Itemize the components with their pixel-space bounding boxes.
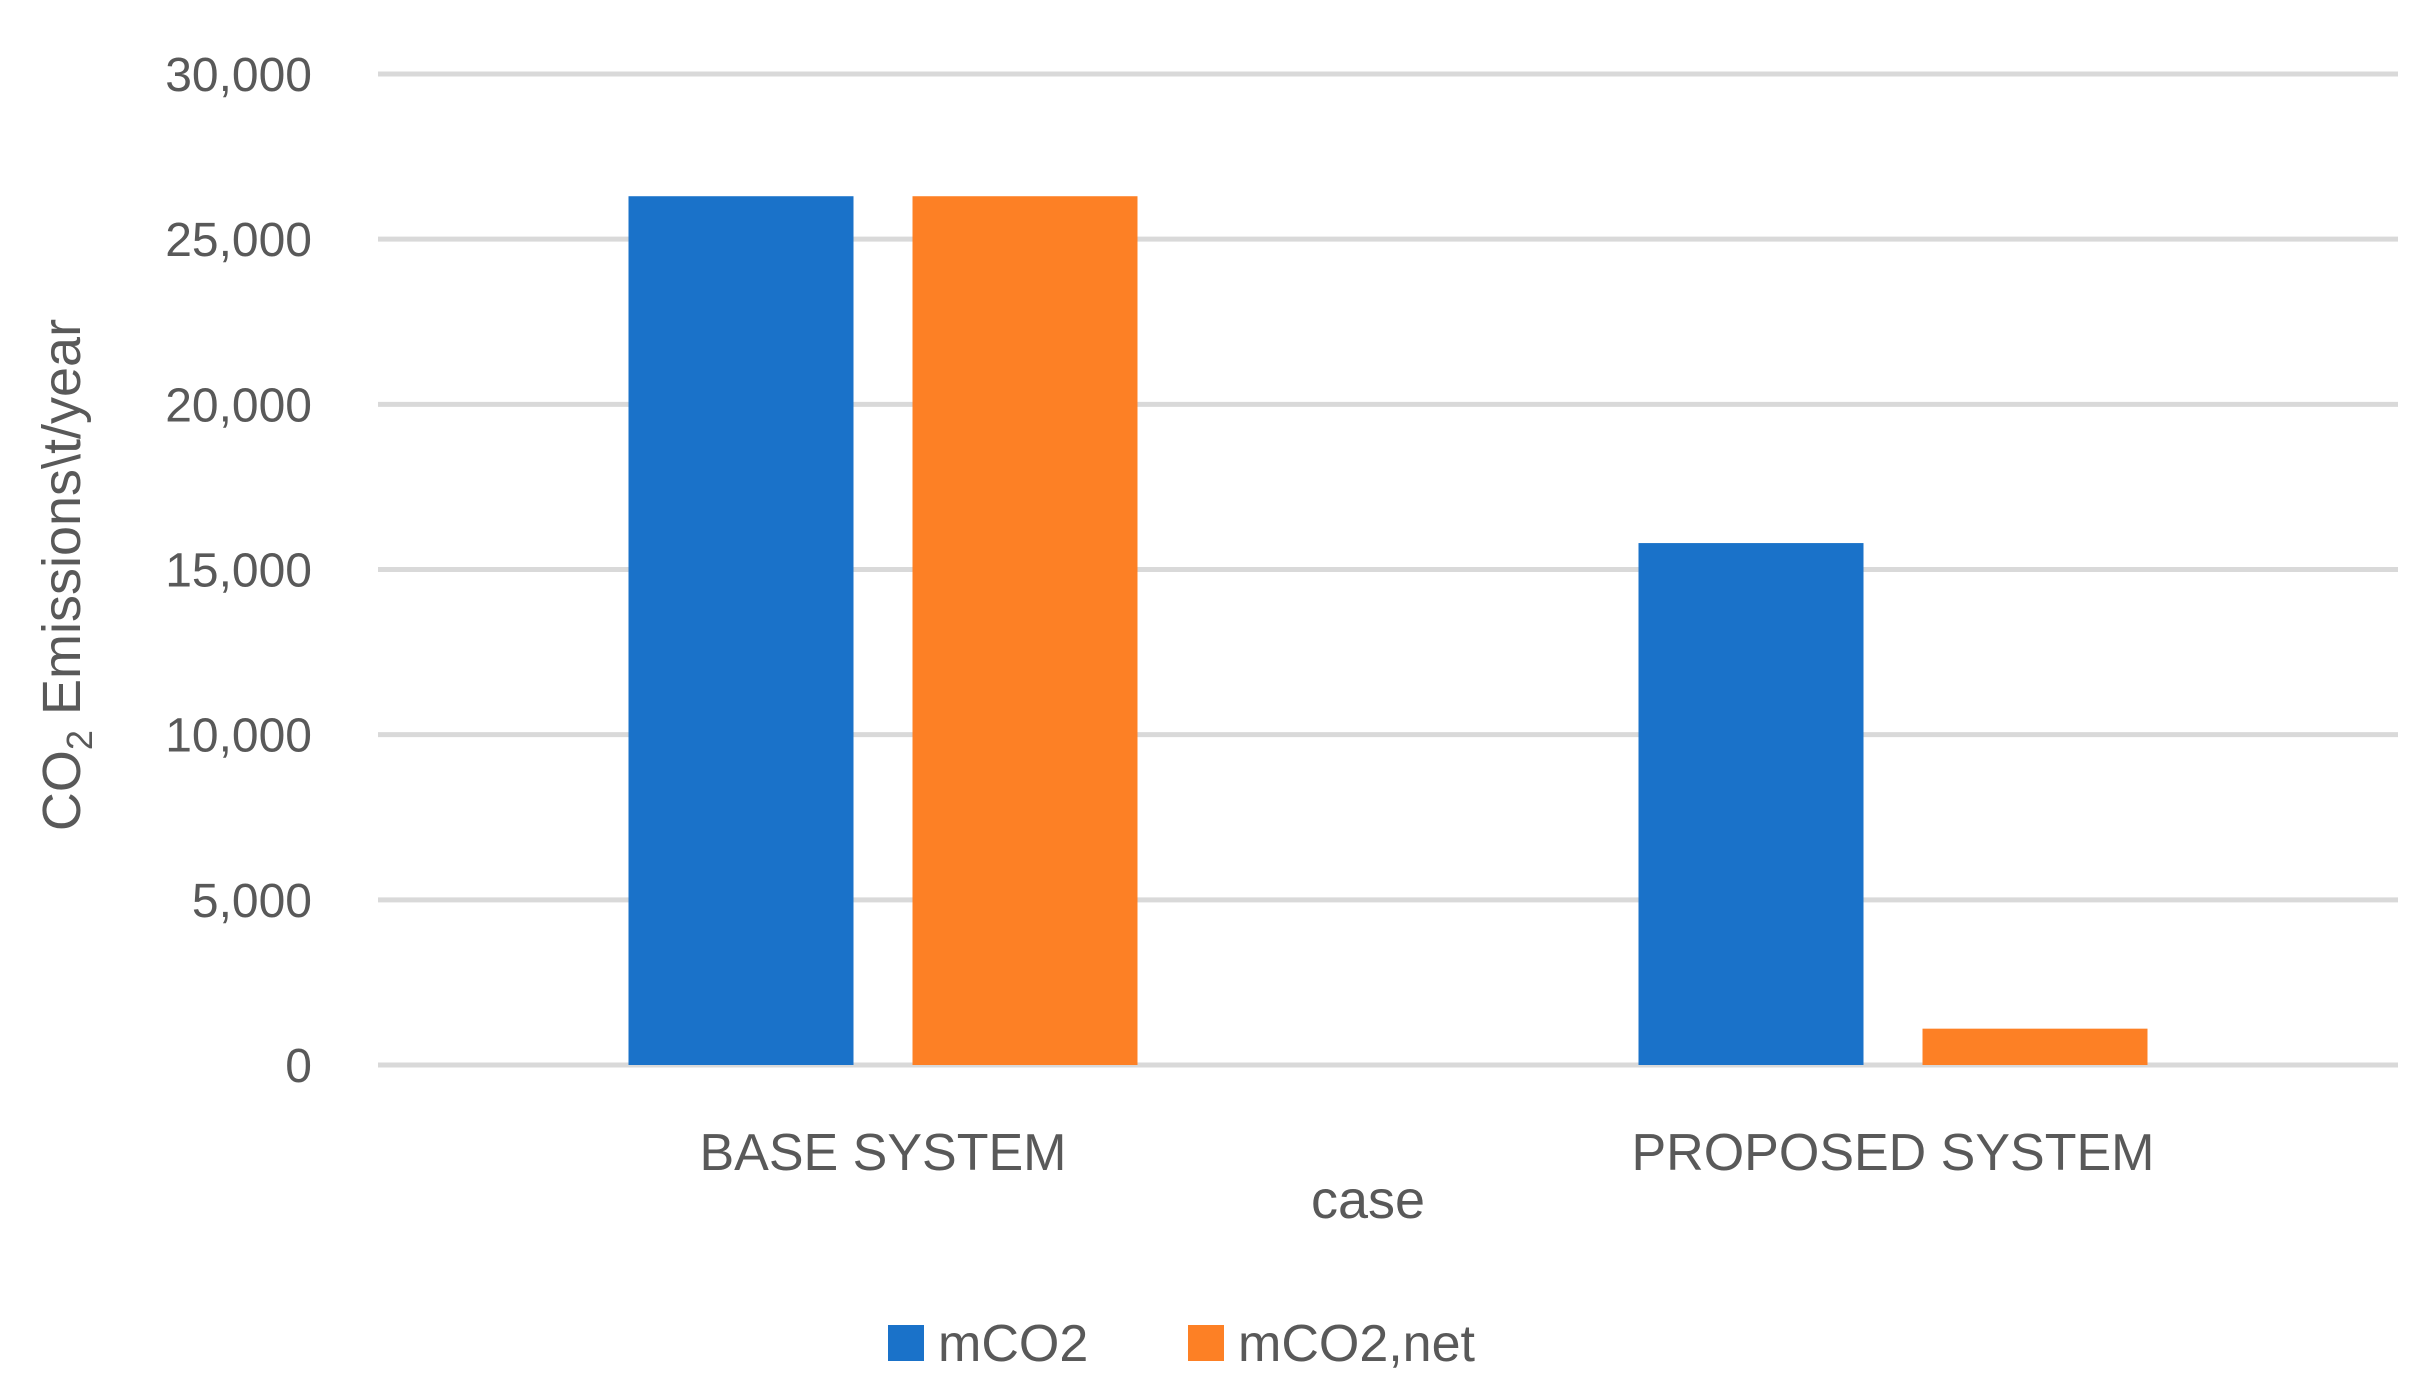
bars: [628, 196, 2148, 1065]
x-category-label: BASE SYSTEM: [700, 1124, 1067, 1182]
bar: [912, 196, 1138, 1065]
legend: mCO2 mCO2,net: [888, 1315, 1476, 1373]
y-tick-label: 30,000: [165, 49, 312, 102]
legend-label: mCO2,net: [1238, 1315, 1476, 1373]
bar: [1638, 543, 1864, 1065]
x-axis-category-labels: BASE SYSTEM PROPOSED SYSTEM: [700, 1124, 2155, 1182]
y-tick-label: 10,000: [165, 710, 312, 763]
bar: [628, 196, 854, 1065]
legend-label: mCO2: [938, 1315, 1088, 1373]
y-tick-label: 25,000: [165, 214, 312, 267]
y-axis-title-suffix: Emissions\t/year: [32, 319, 92, 730]
y-axis-title: CO2 Emissions\t/year: [32, 319, 100, 831]
y-tick-label: 5,000: [192, 875, 312, 928]
y-axis-title-prefix: CO: [32, 750, 92, 831]
bar: [1922, 1028, 2148, 1065]
legend-swatch: [1188, 1325, 1224, 1361]
y-axis-tick-labels: 0 5,000 10,000 15,000 20,000 25,000 30,000: [165, 49, 312, 1093]
y-tick-label: 15,000: [165, 545, 312, 598]
x-category-label: PROPOSED SYSTEM: [1632, 1124, 2155, 1182]
y-axis-title-subscript: 2: [59, 730, 100, 750]
legend-swatch: [888, 1325, 924, 1361]
x-axis-title: case: [1311, 1170, 1425, 1230]
y-tick-label: 0: [285, 1040, 312, 1093]
y-tick-label: 20,000: [165, 379, 312, 432]
